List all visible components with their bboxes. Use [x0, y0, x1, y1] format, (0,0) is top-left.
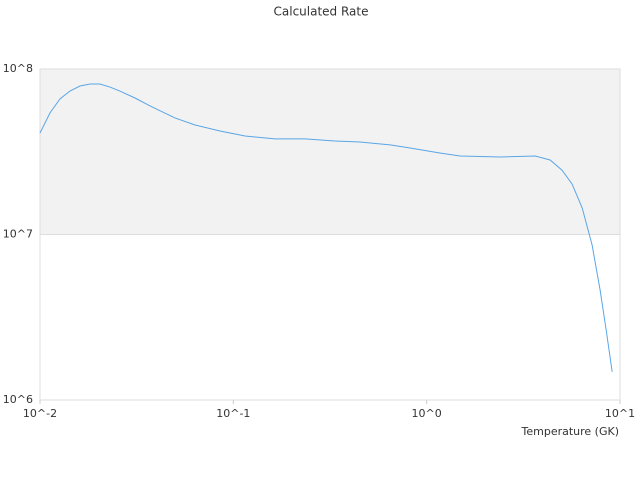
x-tick-label: 10^-1: [216, 407, 250, 420]
x-tick-label: 10^-2: [23, 407, 57, 420]
plot-band: [40, 69, 620, 235]
y-tick-label: 10^7: [3, 228, 33, 241]
x-tick-label: 10^0: [412, 407, 442, 420]
y-tick-label: 10^8: [3, 62, 33, 75]
data-line: [39, 83, 613, 372]
x-tick-label: 10^1: [605, 407, 635, 420]
chart-title: Calculated Rate: [274, 5, 369, 19]
x-axis-label: Temperature (GK): [521, 425, 620, 438]
y-tick-label: 10^6: [3, 393, 33, 406]
